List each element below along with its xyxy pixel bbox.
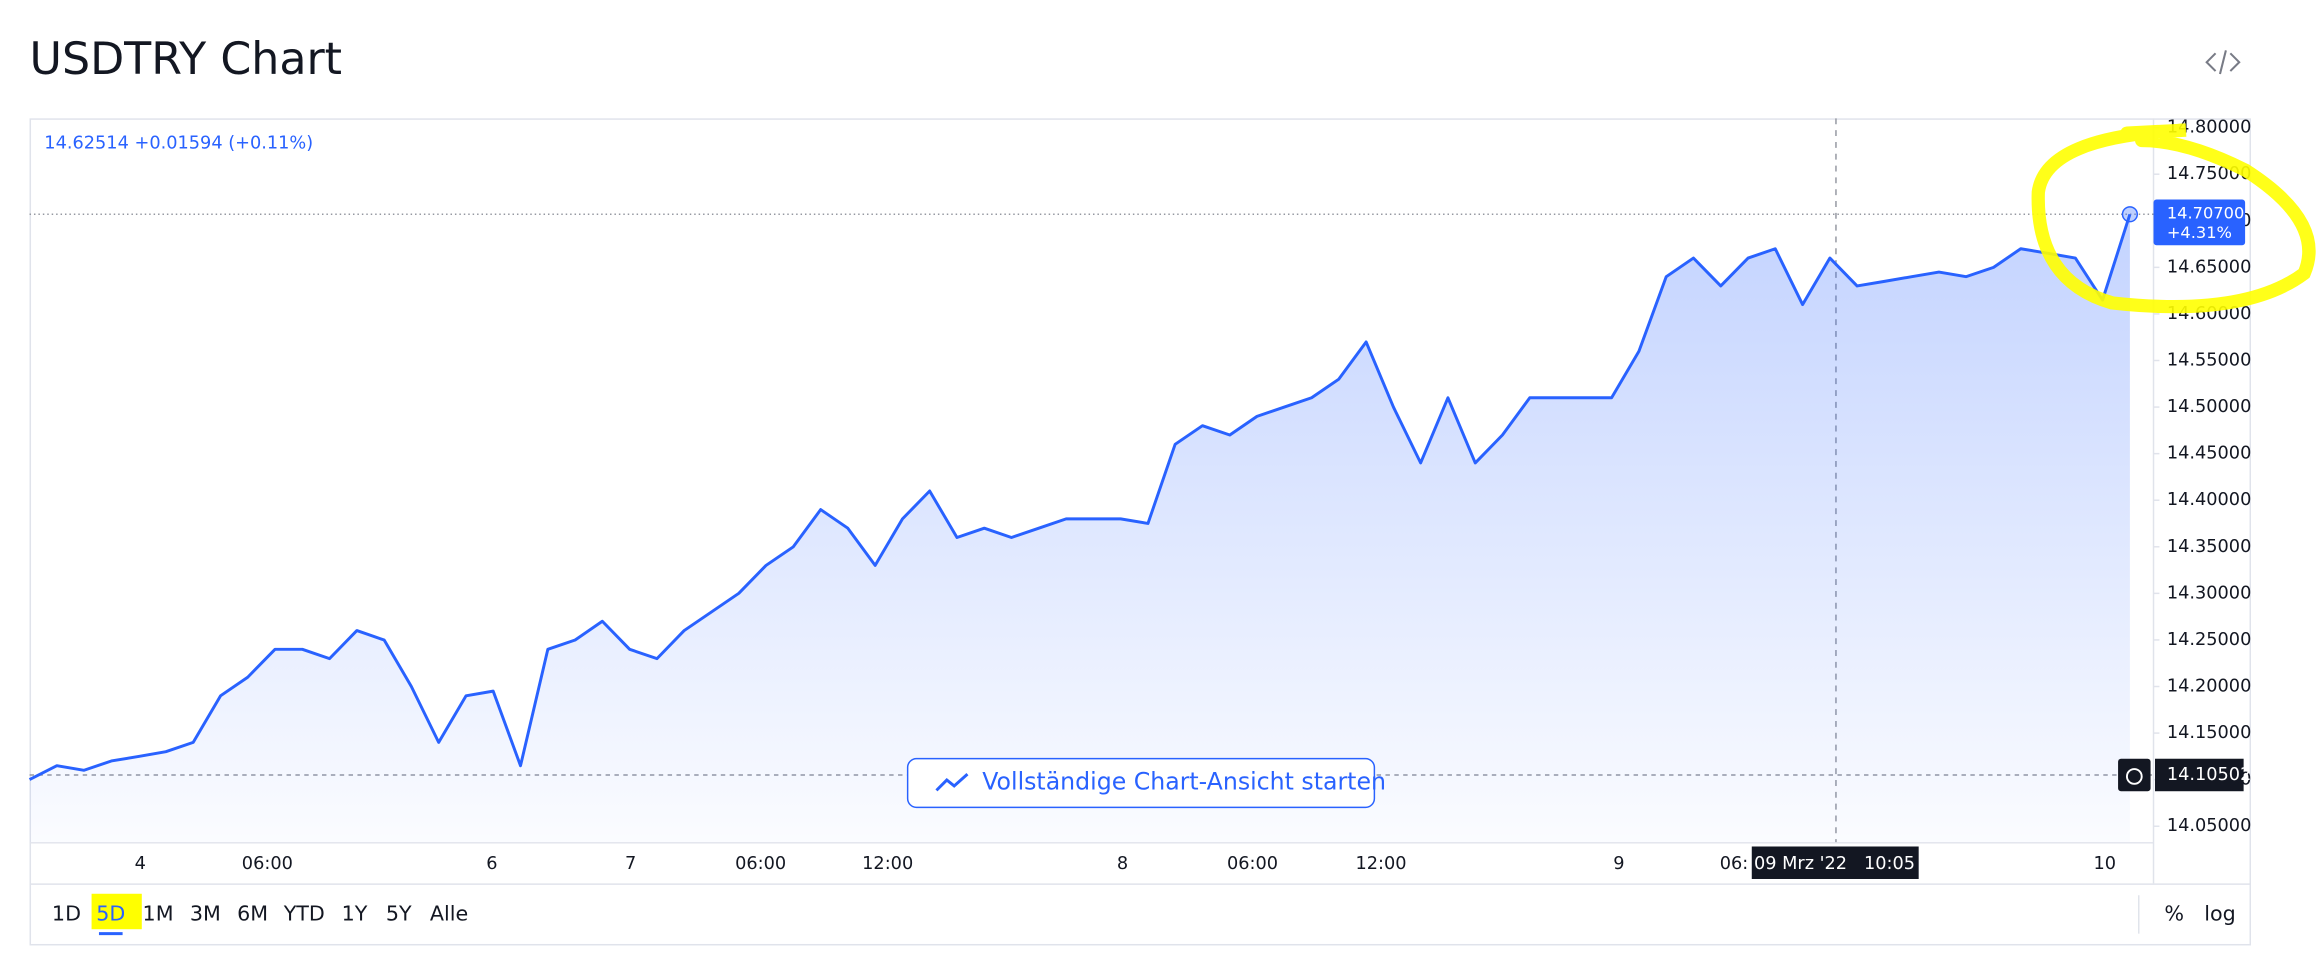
range-button[interactable]: 6M xyxy=(237,901,268,925)
chart-frame xyxy=(29,118,2252,946)
reference-box xyxy=(2155,758,2244,792)
embed-icon[interactable] xyxy=(2205,50,2241,75)
annotation-scribble xyxy=(2031,123,2316,314)
area xyxy=(29,214,2130,843)
x-tick-label: 7 xyxy=(625,854,636,874)
range-button[interactable]: 3M xyxy=(190,901,221,925)
y-tick-label: 14.80000 xyxy=(2167,118,2252,138)
y-tick-label: 14.05000 xyxy=(2167,816,2252,836)
x-tick-label: 10 xyxy=(2094,854,2117,874)
alarm-icon-bg[interactable] xyxy=(2118,758,2151,792)
last-price-label: 14.70700 xyxy=(2167,204,2244,223)
reference-label: 14.10502 xyxy=(2167,765,2252,785)
price-line xyxy=(28,213,2132,781)
y-tick-label: 14.20000 xyxy=(2167,677,2252,697)
x-tick-label: 6 xyxy=(486,854,497,874)
full-chart-button[interactable] xyxy=(906,757,1376,809)
x-tick-label: 06: xyxy=(1720,854,1749,874)
x-tick-label: 06:00 xyxy=(735,854,786,874)
y-tick-label: 14.35000 xyxy=(2167,537,2252,557)
page-title: USDTRY Chart xyxy=(30,34,343,85)
scale-button[interactable]: log xyxy=(2204,901,2236,925)
range-button[interactable]: Alle xyxy=(430,901,468,925)
range-button[interactable]: 1Y xyxy=(342,901,368,925)
full-chart-icon[interactable] xyxy=(935,773,969,792)
range-button[interactable]: 5Y xyxy=(386,901,412,925)
selected-highlight xyxy=(91,893,142,930)
range-button[interactable]: 1D xyxy=(52,901,81,925)
x-tick-label: 4 xyxy=(135,854,146,874)
x-tick-label: 06:00 xyxy=(1227,854,1278,874)
alarm-icon[interactable] xyxy=(2125,768,2143,785)
scale-button[interactable]: % xyxy=(2164,901,2184,925)
y-tick-label: 14.50000 xyxy=(2167,397,2252,417)
y-tick-label: 14.25000 xyxy=(2167,630,2252,650)
y-tick-label: 14.45000 xyxy=(2167,444,2252,464)
range-button[interactable]: 1M xyxy=(143,901,174,925)
crosshair-label-bg xyxy=(1751,846,1919,879)
y-tick-label: 14.30000 xyxy=(2167,583,2252,603)
range-button[interactable]: 5D xyxy=(96,901,125,925)
range-button[interactable]: YTD xyxy=(283,901,325,925)
y-tick-label: 14.65000 xyxy=(2167,257,2252,277)
crosshair-label: 09 Mrz '22 10:05 xyxy=(1754,854,1915,874)
x-tick-label: 9 xyxy=(1613,854,1624,874)
x-tick-label: 06:00 xyxy=(242,854,293,874)
y-tick-label: 14.40000 xyxy=(2167,490,2252,510)
x-tick-label: 12:00 xyxy=(1355,854,1406,874)
last-price-box xyxy=(2153,199,2246,246)
x-tick-label: 8 xyxy=(1117,854,1128,874)
last-point xyxy=(2121,206,2139,223)
last-change-label: +4.31% xyxy=(2167,223,2232,242)
x-tick-label: 12:00 xyxy=(862,854,913,874)
y-tick-label: 14.15000 xyxy=(2167,723,2252,743)
legend: 14.62514 +0.01594 (+0.11%) xyxy=(44,133,313,153)
y-tick-label: 14.55000 xyxy=(2167,350,2252,370)
full-chart-button-label[interactable]: Vollständige Chart-Ansicht starten xyxy=(982,767,1386,795)
